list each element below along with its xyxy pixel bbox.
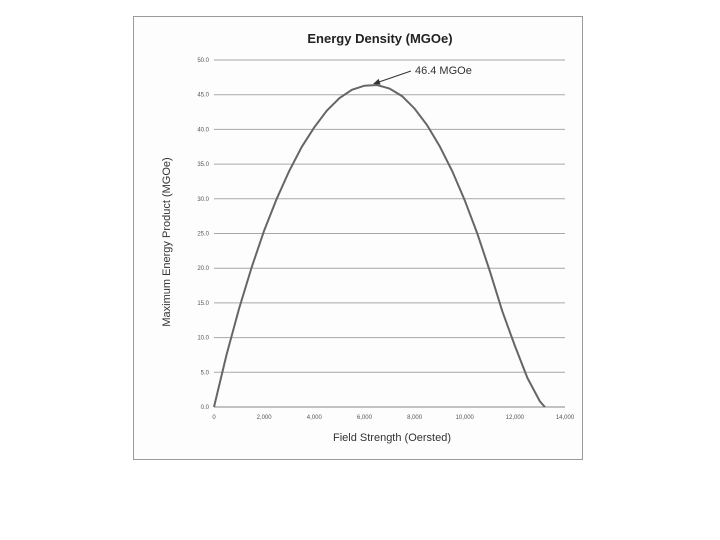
y-axis-title: Maximum Energy Product (MGOe) [161,157,173,326]
y-tick-label: 25.0 [197,232,209,238]
annotation-label: 46.4 MGOe [415,65,472,77]
x-tick-label: 0 [212,415,216,421]
x-tick-label: 2,000 [257,415,273,421]
y-tick-label: 30.0 [197,197,209,203]
x-tick-label: 10,000 [456,415,475,421]
x-tick-label: 4,000 [307,415,323,421]
peak-annotation: 46.4 MGOe [373,65,472,85]
y-axis-ticks: 0.0 5.0 10.0 15.0 20.0 25.0 30.0 35.0 40.0 45.0 50… [197,58,209,411]
annotation-arrowhead [373,78,381,85]
y-tick-label: 0.0 [201,405,210,411]
x-tick-label: 12,000 [506,415,525,421]
y-tick-label: 15.0 [197,301,209,307]
y-tick-label: 20.0 [197,266,209,272]
y-tick-label: 45.0 [197,93,209,99]
chart-figure: Energy Density (MGOe) 0.0 5.0 10.0 15.0 20.0… [133,16,583,460]
energy-density-chart: Energy Density (MGOe) 0.0 5.0 10.0 15.0 20.0… [161,31,575,444]
series-line [213,83,546,408]
x-tick-label: 8,000 [407,415,423,421]
y-tick-label: 10.0 [197,336,209,342]
annotation-arrow [378,70,412,83]
x-tick-label: 6,000 [357,415,373,421]
y-tick-label: 35.0 [197,162,209,168]
x-axis-ticks: 0 2,000 4,000 6,000 8,000 10,000 12,000 14,000 [212,415,575,421]
y-tick-label: 5.0 [201,370,210,376]
gridlines [214,59,565,408]
chart-title: Energy Density (MGOe) [307,31,452,46]
y-tick-label: 50.0 [197,58,209,64]
y-tick-label: 40.0 [197,127,209,133]
x-axis-title: Field Strength (Oersted) [333,432,451,444]
x-tick-label: 14,000 [556,415,575,421]
